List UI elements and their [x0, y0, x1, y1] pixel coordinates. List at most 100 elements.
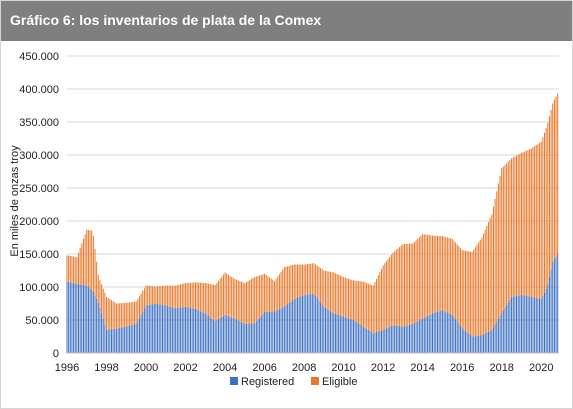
bar-registered: [488, 331, 490, 353]
bar-eligible: [491, 214, 493, 330]
bar-registered: [313, 293, 315, 353]
bar-registered: [224, 314, 226, 353]
bar-registered: [473, 336, 475, 353]
bar-registered: [178, 307, 180, 353]
bar-registered: [328, 310, 330, 353]
bar-eligible: [412, 243, 414, 324]
bar-registered: [530, 296, 532, 353]
bar-eligible: [208, 283, 210, 317]
bar-eligible: [308, 263, 310, 295]
bar-registered: [140, 314, 142, 353]
bar-registered: [74, 283, 76, 353]
bar-eligible: [272, 279, 274, 312]
bar-eligible: [120, 303, 122, 328]
bar-registered: [245, 323, 247, 353]
bar-eligible: [364, 282, 366, 328]
bar-registered: [194, 308, 196, 353]
bar-registered: [137, 320, 139, 353]
bar-eligible: [185, 283, 187, 307]
bar-registered: [73, 283, 75, 353]
bar-registered: [433, 312, 435, 353]
bar-eligible: [160, 286, 162, 305]
bar-registered: [377, 331, 379, 353]
bar-eligible: [376, 278, 378, 333]
bar-eligible: [143, 288, 145, 309]
bar-eligible: [180, 284, 182, 308]
bar-eligible: [249, 280, 251, 324]
bar-registered: [511, 296, 513, 353]
bar-registered: [534, 297, 536, 353]
bar-registered: [102, 318, 104, 353]
bar-eligible: [471, 252, 473, 337]
bar-registered: [542, 295, 544, 353]
bar-registered: [441, 310, 443, 353]
bar-eligible: [316, 265, 318, 298]
bar-registered: [318, 300, 320, 353]
bar-registered: [231, 317, 233, 353]
bar-registered: [127, 326, 129, 353]
bar-registered: [422, 318, 424, 353]
bar-registered: [478, 335, 480, 353]
bar-registered: [438, 311, 440, 353]
bar-eligible: [539, 142, 541, 299]
bar-eligible: [367, 283, 369, 330]
bar-registered: [161, 304, 164, 353]
bar-registered: [413, 323, 415, 353]
bar-eligible: [422, 234, 424, 319]
bar-eligible: [236, 279, 238, 320]
bar-registered: [471, 336, 473, 353]
bar-registered: [221, 316, 223, 353]
bar-eligible: [292, 265, 294, 301]
bar-eligible: [157, 286, 159, 304]
bar-eligible: [239, 281, 241, 322]
bar-eligible: [219, 278, 221, 319]
bar-eligible: [232, 277, 234, 319]
bar-eligible: [191, 282, 193, 309]
bar-registered: [92, 291, 94, 353]
bar-eligible: [231, 276, 233, 318]
bar-eligible: [76, 257, 78, 284]
bar-eligible: [124, 302, 126, 327]
bar-registered: [122, 327, 124, 353]
bar-registered: [555, 256, 557, 353]
bar-eligible: [264, 273, 266, 313]
axes-layer: 0 50.000 100.000 150.000 200.000 250.000 300.0…: [19, 51, 559, 374]
bar-eligible: [303, 264, 305, 295]
y-tick-label: 300.000: [19, 150, 59, 162]
bar-eligible: [297, 264, 299, 298]
y-tick-label: 0: [53, 348, 59, 360]
bar-eligible: [193, 282, 195, 309]
bar-registered: [189, 307, 192, 353]
bar-registered: [283, 306, 285, 353]
bar-registered: [445, 311, 447, 353]
bar-registered: [196, 309, 198, 353]
bar-eligible: [153, 286, 155, 304]
bar-registered: [474, 336, 476, 353]
bar-registered: [483, 334, 485, 353]
bar-eligible: [524, 151, 526, 296]
bar-eligible: [147, 285, 149, 306]
bar-registered: [91, 289, 93, 353]
bar-registered: [520, 294, 522, 353]
bar-eligible: [306, 264, 308, 295]
bar-eligible: [96, 261, 98, 300]
legend-label-registered: Registered: [241, 376, 294, 388]
bar-eligible: [374, 282, 376, 333]
bar-eligible: [234, 279, 236, 319]
bar-eligible: [241, 281, 243, 323]
bar-eligible: [390, 254, 392, 327]
bar-eligible: [152, 286, 154, 305]
bar-registered: [203, 312, 205, 353]
bar-eligible: [186, 282, 188, 308]
bar-eligible: [408, 243, 411, 325]
bar-registered: [287, 304, 289, 353]
bar-eligible: [135, 301, 137, 324]
bar-eligible: [349, 279, 351, 319]
bar-registered: [150, 304, 152, 353]
bar-registered: [250, 323, 252, 353]
bar-registered: [339, 315, 341, 353]
bar-registered: [400, 326, 402, 353]
x-tick-label: 2002: [173, 362, 197, 374]
bar-registered: [109, 329, 111, 353]
bar-eligible: [181, 283, 183, 308]
